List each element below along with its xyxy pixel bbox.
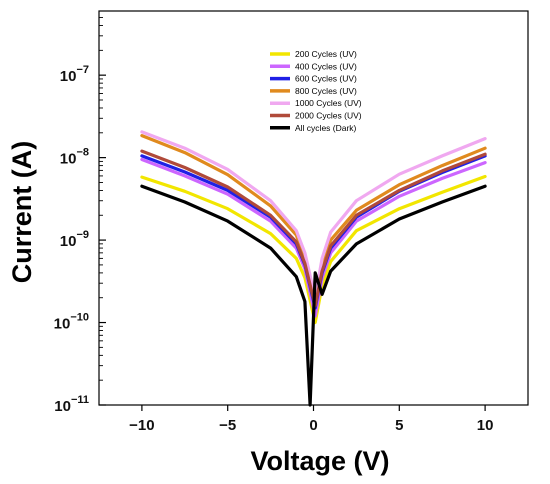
y-tick-label: 10−11 xyxy=(54,394,89,415)
legend-label: 200 Cycles (UV) xyxy=(295,49,357,59)
x-tick-label: 0 xyxy=(309,417,317,434)
legend-label: 1000 Cycles (UV) xyxy=(295,98,362,108)
legend-label: 800 Cycles (UV) xyxy=(295,86,357,96)
x-axis-title: Voltage (V) xyxy=(250,446,389,476)
x-tick-label: −5 xyxy=(219,417,236,434)
legend-label: All cycles (Dark) xyxy=(295,123,357,133)
y-tick-exponent: −7 xyxy=(76,64,89,76)
series-line-7 xyxy=(140,184,487,407)
y-tick-exponent: −9 xyxy=(76,229,89,241)
y-tick-exponent: −11 xyxy=(71,394,89,406)
series-layer xyxy=(140,130,487,407)
series-line-1 xyxy=(140,174,487,325)
y-tick-base: 10 xyxy=(60,68,77,85)
x-tick-label: 10 xyxy=(477,417,494,434)
legend-label: 2000 Cycles (UV) xyxy=(295,111,362,121)
legend-label: 400 Cycles (UV) xyxy=(295,61,357,71)
y-tick-base: 10 xyxy=(60,233,77,250)
x-tick-label: −10 xyxy=(129,417,154,434)
y-tick-exponent: −10 xyxy=(70,312,89,324)
y-tick-label: 10−7 xyxy=(60,64,89,85)
y-tick-label: 10−10 xyxy=(54,312,89,333)
y-tick-exponent: −8 xyxy=(76,147,89,159)
y-tick-base: 10 xyxy=(60,151,77,168)
legend: 200 Cycles (UV) 400 Cycles (UV) 600 Cycles… xyxy=(270,49,362,133)
y-axis-title: Current (A) xyxy=(7,141,37,284)
y-tick-label: 10−8 xyxy=(60,147,89,168)
legend-label: 600 Cycles (UV) xyxy=(295,74,357,84)
x-tick-label: 5 xyxy=(395,417,403,434)
series-line-2 xyxy=(140,157,487,318)
x-axis-ticks: −10 −5 0 5 10 xyxy=(129,405,493,434)
y-tick-base: 10 xyxy=(54,316,71,333)
y-tick-base: 10 xyxy=(54,398,71,415)
y-tick-label: 10−9 xyxy=(60,229,89,250)
